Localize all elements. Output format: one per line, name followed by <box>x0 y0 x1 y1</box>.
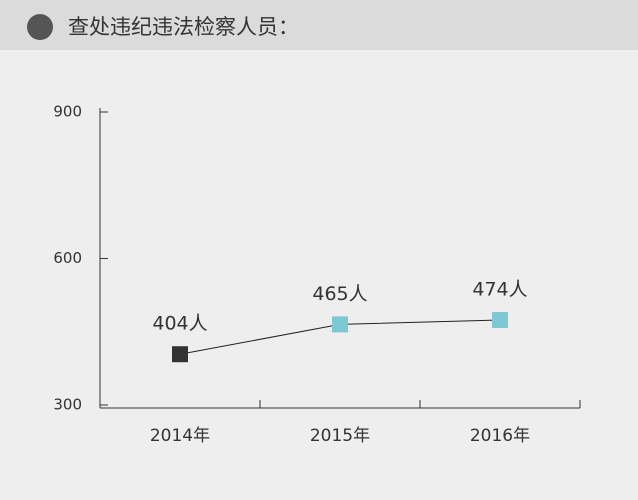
chart-title: 查处违纪违法检察人员： <box>68 15 299 39</box>
value-label: 474人 <box>472 279 527 301</box>
x-tick-label: 2014年 <box>150 426 210 446</box>
x-tick-label: 2016年 <box>470 426 530 446</box>
point <box>492 312 508 329</box>
header-band <box>0 0 638 50</box>
y-tick-label: 900 <box>53 103 82 121</box>
value-label: 465人 <box>312 283 367 305</box>
y-tick-label: 300 <box>53 396 82 414</box>
point <box>172 346 188 363</box>
header-dot <box>27 14 53 40</box>
x-tick-label: 2015年 <box>310 426 370 446</box>
point <box>332 316 348 333</box>
y-tick-label: 600 <box>53 249 82 267</box>
value-label: 404人 <box>152 313 207 335</box>
